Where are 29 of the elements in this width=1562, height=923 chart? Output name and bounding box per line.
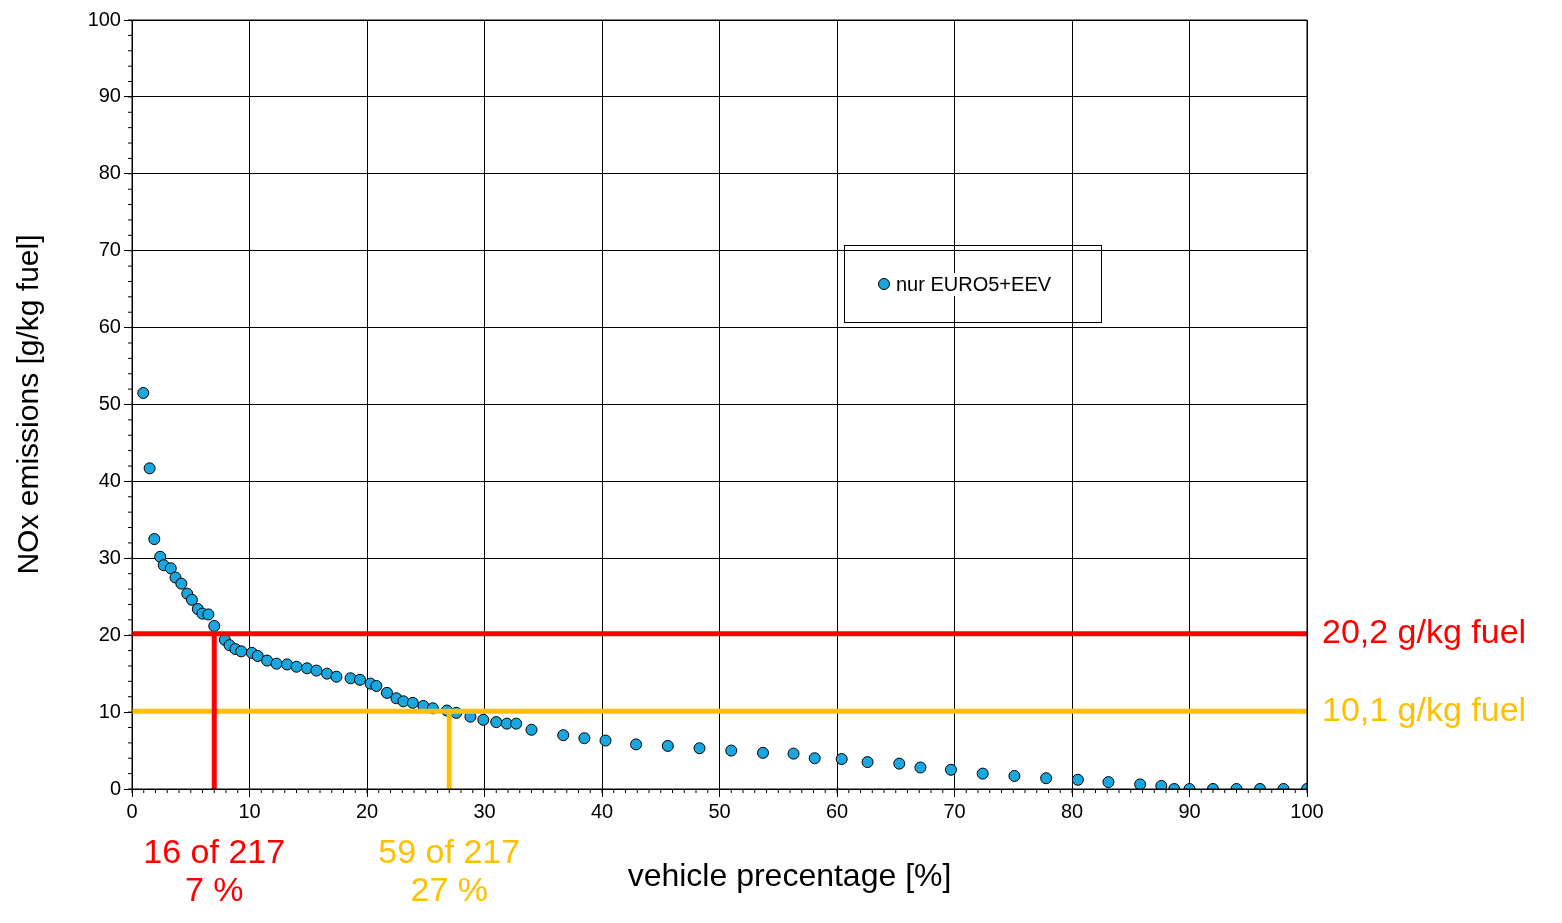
y-tick-label: 70 bbox=[98, 238, 121, 261]
x-axis-title: vehicle precentage [%] bbox=[627, 856, 952, 893]
y-tick-label: 30 bbox=[98, 545, 121, 568]
ref-line-label: 10,1 g/kg fuel bbox=[1322, 689, 1527, 728]
y-tick-label: 40 bbox=[98, 468, 121, 491]
legend-label: nur EURO5+EEV bbox=[896, 272, 1052, 296]
y-tick-label: 0 bbox=[109, 776, 121, 799]
y-tick-label: 10 bbox=[98, 699, 121, 722]
ref-line-label: 59 of 217 27 % bbox=[378, 832, 521, 909]
x-tick-label: 90 bbox=[1178, 799, 1201, 822]
x-tick-label: 60 bbox=[825, 799, 849, 822]
ref-line-label: 20,2 g/kg fuel bbox=[1322, 612, 1527, 651]
x-tick-label: 30 bbox=[473, 799, 496, 822]
y-tick-label: 90 bbox=[98, 84, 121, 107]
y-tick-label: 20 bbox=[98, 622, 121, 645]
x-tick-label: 50 bbox=[708, 799, 731, 822]
x-tick-label: 80 bbox=[1060, 799, 1084, 822]
x-tick-label: 10 bbox=[238, 799, 261, 822]
y-axis-title: NOx emissions [g/kg fuel] bbox=[11, 234, 45, 575]
y-tick-label: 60 bbox=[98, 315, 121, 338]
x-tick-label: 20 bbox=[355, 799, 379, 822]
x-tick-label: 100 bbox=[1290, 799, 1324, 822]
y-tick-label: 80 bbox=[98, 161, 121, 184]
x-tick-label: 0 bbox=[126, 799, 138, 822]
y-tick-label: 100 bbox=[87, 7, 121, 30]
ref-line-label: 16 of 217 7 % bbox=[143, 832, 286, 909]
x-tick-label: 70 bbox=[943, 799, 966, 822]
y-tick-label: 50 bbox=[98, 392, 121, 415]
x-tick-label: 40 bbox=[590, 799, 614, 822]
